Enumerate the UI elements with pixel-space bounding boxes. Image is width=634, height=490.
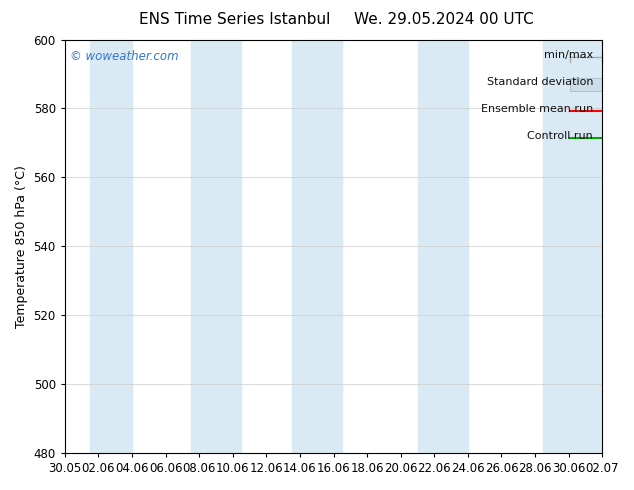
Text: min/max: min/max [544, 50, 593, 60]
Bar [191, 40, 241, 453]
Text: Controll run: Controll run [527, 130, 593, 141]
Bar [418, 40, 468, 453]
Bar [543, 40, 602, 453]
Bar [570, 77, 602, 91]
Bar [90, 40, 132, 453]
Text: ENS Time Series Istanbul: ENS Time Series Istanbul [139, 12, 330, 27]
Y-axis label: Temperature 850 hPa (°C): Temperature 850 hPa (°C) [15, 165, 28, 328]
Text: Standard deviation: Standard deviation [487, 77, 593, 87]
Text: Ensemble mean run: Ensemble mean run [481, 104, 593, 114]
Text: We. 29.05.2024 00 UTC: We. 29.05.2024 00 UTC [354, 12, 534, 27]
Text: © woweather.com: © woweather.com [70, 50, 179, 63]
Bar [292, 40, 342, 453]
